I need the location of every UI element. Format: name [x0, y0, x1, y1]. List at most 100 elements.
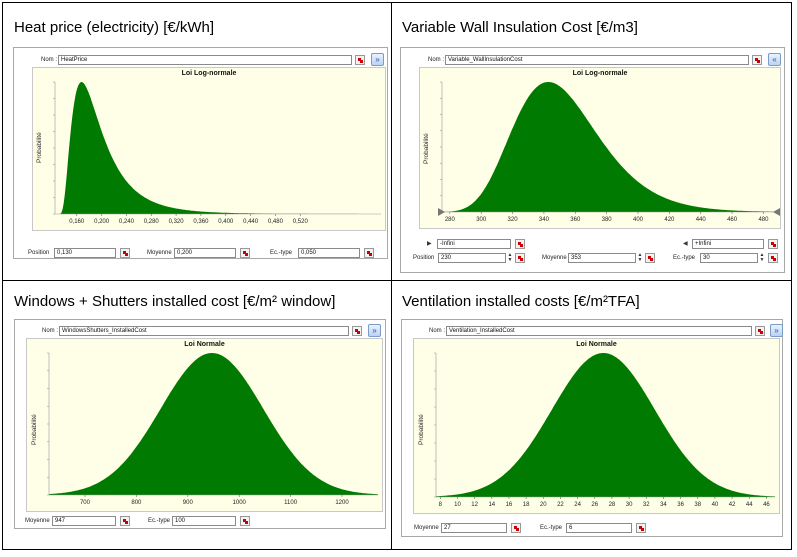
chart-title: Loi Log-normale: [572, 70, 628, 77]
x-tick-label: 10: [454, 502, 461, 508]
x-tick-label: 0,520: [293, 219, 309, 225]
x-tick-label: 320: [508, 217, 519, 223]
x-tick-label: 0,320: [169, 219, 185, 225]
x-tick-label: 14: [488, 502, 495, 508]
x-tick-label: 700: [80, 500, 91, 506]
std-field[interactable]: 6: [566, 523, 632, 533]
distribution-area: [49, 353, 378, 495]
x-tick-label: 0,240: [119, 219, 135, 225]
edit-lower-bound-button[interactable]: [515, 239, 525, 249]
edit-name-button[interactable]: [752, 55, 762, 65]
lower-bound-marker[interactable]: [438, 208, 445, 216]
chevron-double-down-icon[interactable]: »: [368, 324, 381, 337]
x-tick-label: 380: [602, 217, 613, 223]
upper-bound-arrow-icon[interactable]: ◀: [683, 241, 688, 247]
x-tick-label: 0,280: [144, 219, 160, 225]
parameter-row: Moyenne 27 Ec.-type 6: [402, 522, 784, 536]
edit-mean-button[interactable]: [645, 253, 655, 263]
edit-name-button[interactable]: [352, 326, 362, 336]
distribution-panel: Nom : HeatPrice » Loi Log-normale Probab…: [13, 47, 388, 259]
chart-svg: 0,160 0,200 0,240 0,280 0,320 0,360 0,400 0,440…: [53, 81, 381, 225]
std-field[interactable]: 0,050: [298, 248, 360, 258]
x-tick-label: 800: [131, 500, 142, 506]
name-label: Nom :: [42, 328, 59, 334]
distribution-panel: Nom : Variable_WallInsulationCost « Loi …: [400, 47, 785, 273]
mean-field[interactable]: 0,200: [174, 248, 236, 258]
grid-divider-horizontal: [3, 280, 791, 281]
position-spinner[interactable]: ▲ ▼: [507, 252, 513, 263]
x-tick-label: 400: [633, 217, 644, 223]
position-label: Position: [28, 250, 50, 256]
x-tick-label: 26: [591, 502, 598, 508]
edit-position-button[interactable]: [120, 248, 130, 258]
edit-mean-button[interactable]: [240, 248, 250, 258]
lower-bound-field[interactable]: -Infini: [437, 239, 511, 249]
x-tick-label: 16: [506, 502, 513, 508]
chevron-double-down-icon[interactable]: »: [770, 324, 783, 337]
edit-std-button[interactable]: [240, 516, 250, 526]
position-field[interactable]: 230: [438, 253, 506, 263]
chevron-double-down-icon[interactable]: »: [371, 53, 384, 66]
std-label: Ec.-type: [270, 250, 293, 256]
mean-field[interactable]: 353: [568, 253, 636, 263]
distribution-area: [55, 82, 381, 214]
std-label: Ec.-type: [148, 518, 171, 524]
upper-bound-field[interactable]: +Infini: [692, 239, 764, 249]
edit-std-button[interactable]: [768, 253, 778, 263]
name-field[interactable]: WindowsShutters_InstalledCost: [59, 326, 349, 336]
figure-grid: [2, 2, 792, 550]
std-field[interactable]: 30: [700, 253, 758, 263]
name-field[interactable]: Variable_WallInsulationCost: [445, 55, 749, 65]
name-label: Nom :: [428, 57, 445, 63]
name-field[interactable]: HeatPrice: [58, 55, 352, 65]
edit-mean-button[interactable]: [120, 516, 130, 526]
mean-label: Moyenne: [542, 255, 567, 261]
cell-caption: Ventilation installed costs [€/m²TFA]: [402, 293, 640, 310]
chevron-double-up-icon[interactable]: «: [768, 53, 781, 66]
std-spinner[interactable]: ▲ ▼: [759, 252, 765, 263]
x-tick-label: 30: [626, 502, 633, 508]
name-field[interactable]: Ventilation_InstalledCost: [446, 326, 752, 336]
x-tick-label: 1000: [233, 500, 247, 506]
edit-upper-bound-button[interactable]: [768, 239, 778, 249]
mean-label: Moyenne: [414, 525, 439, 531]
x-tick-label: 36: [677, 502, 684, 508]
chart-svg: 8 10 12 14 16 18 20 22 24 26 28 30 32 34 36 38 40 42 44 46: [434, 352, 775, 508]
edit-position-button[interactable]: [515, 253, 525, 263]
edit-name-button[interactable]: [355, 55, 365, 65]
chart-svg: 700 800 900 1000 1100 1200: [47, 352, 378, 506]
x-tick-label: 18: [523, 502, 530, 508]
x-tick-label: 0,360: [193, 219, 209, 225]
lower-bound-arrow-icon[interactable]: ▶: [427, 241, 432, 247]
plot-area: Loi Log-normale Probabilité 280 300 320 340…: [419, 67, 781, 229]
std-field[interactable]: 100: [172, 516, 236, 526]
x-tick-label: 12: [471, 502, 478, 508]
mean-spinner[interactable]: ▲ ▼: [637, 252, 643, 263]
upper-bound-marker[interactable]: [773, 208, 780, 216]
x-tick-label: 28: [609, 502, 616, 508]
cell-caption: Heat price (electricity) [€/kWh]: [14, 19, 215, 36]
mean-field[interactable]: 947: [52, 516, 116, 526]
x-tick-label: 0,480: [268, 219, 284, 225]
x-tick-label: 40: [712, 502, 719, 508]
x-tick-label: 42: [729, 502, 736, 508]
x-tick-label: 0,200: [94, 219, 110, 225]
mean-field[interactable]: 27: [441, 523, 507, 533]
edit-std-button[interactable]: [636, 523, 646, 533]
chart-title: Loi Log-normale: [181, 70, 237, 77]
x-tick-label: 34: [660, 502, 667, 508]
edit-name-button[interactable]: [755, 326, 765, 336]
position-field[interactable]: 0,130: [54, 248, 116, 258]
x-tick-label: 360: [570, 217, 581, 223]
x-tick-label: 0,400: [218, 219, 234, 225]
std-label: Ec.-type: [673, 255, 696, 261]
chart-title: Loi Normale: [184, 341, 225, 348]
x-tick-label: 46: [763, 502, 770, 508]
edit-std-button[interactable]: [364, 248, 374, 258]
edit-mean-button[interactable]: [511, 523, 521, 533]
distribution-area: [442, 82, 776, 212]
x-tick-label: 44: [746, 502, 753, 508]
parameter-row: Moyenne 947 Ec.-type 100: [15, 515, 387, 529]
x-tick-label: 420: [664, 217, 675, 223]
mean-label: Moyenne: [147, 250, 172, 256]
